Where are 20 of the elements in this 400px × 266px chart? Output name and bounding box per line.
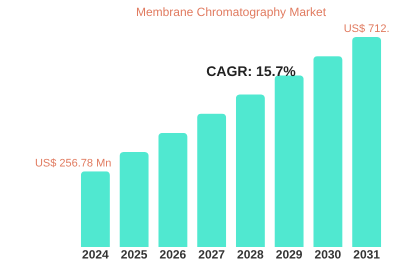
bar (197, 114, 226, 247)
bar (236, 94, 265, 247)
bar (352, 37, 382, 247)
x-tick-label: 2024 (82, 248, 110, 262)
x-tick-label: 2029 (276, 248, 303, 262)
x-tick-label: 2031 (353, 248, 380, 262)
chart-title: Membrane Chromatography Market (136, 5, 327, 19)
x-tick-label: 2028 (237, 248, 264, 262)
x-tick-label: 2025 (120, 248, 148, 262)
x-tick-label: 2030 (314, 248, 342, 262)
bar (80, 171, 110, 247)
x-tick-label: 2026 (160, 248, 187, 262)
x-tick-label: 2027 (198, 248, 226, 262)
data-label: US$ 256.78 Mn (34, 157, 112, 170)
bar (120, 152, 149, 247)
annotation: CAGR: 15.7% (206, 63, 296, 79)
data-label: US$ 712. (344, 23, 390, 35)
bar (274, 75, 304, 247)
bar (158, 132, 188, 247)
bar (313, 56, 342, 247)
